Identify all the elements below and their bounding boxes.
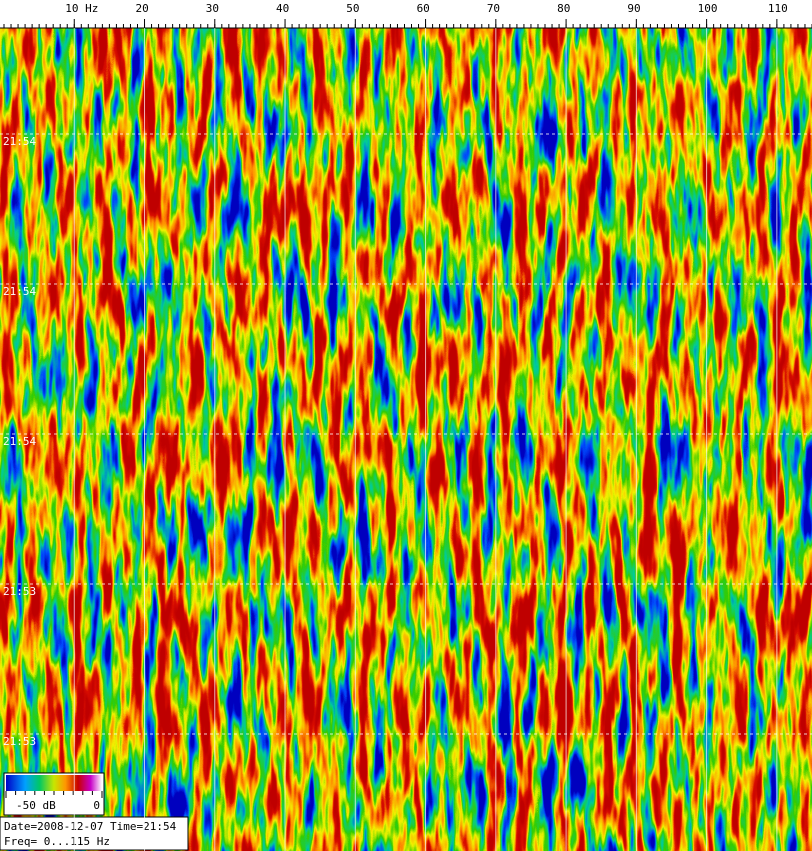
time-label: 21:54: [3, 135, 36, 148]
colorbar-gradient: [6, 775, 102, 791]
x-tick-label: 70: [487, 2, 500, 15]
colorbar-label: 0: [93, 799, 100, 812]
info-date: Date=2008-12-07 Time=21:54: [4, 820, 177, 833]
x-tick-label: 110: [768, 2, 788, 15]
info-freq: Freq= 0...115 Hz: [4, 835, 110, 848]
x-tick-label: 90: [627, 2, 640, 15]
time-label: 21:53: [3, 735, 36, 748]
x-tick-label: 10 Hz: [65, 2, 98, 15]
x-tick-label: 20: [136, 2, 149, 15]
colorbar-label: -50 dB: [16, 799, 56, 812]
time-label: 21:54: [3, 285, 36, 298]
info-box: [0, 816, 189, 851]
axis-band: [0, 0, 812, 28]
x-tick-label: 60: [417, 2, 430, 15]
time-label: 21:53: [3, 585, 36, 598]
x-tick-label: 40: [276, 2, 289, 15]
x-tick-label: 50: [346, 2, 359, 15]
colorbar: -50 dB 0: [3, 772, 105, 816]
x-tick-label: 80: [557, 2, 570, 15]
spectrogram-image: [0, 28, 812, 851]
time-label: 21:54: [3, 435, 36, 448]
x-tick-label: 30: [206, 2, 219, 15]
x-tick-label: 100: [698, 2, 718, 15]
